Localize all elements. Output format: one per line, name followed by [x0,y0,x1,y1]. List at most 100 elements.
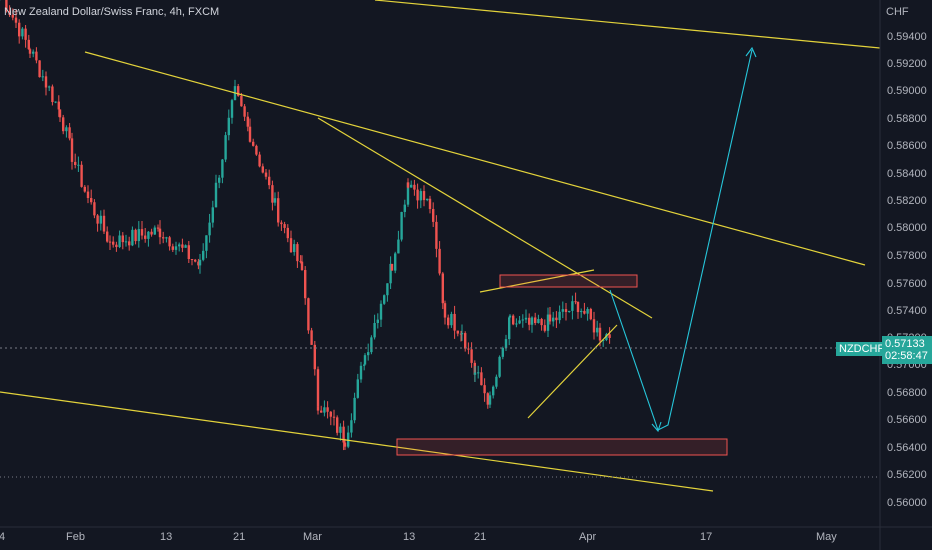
candle-body [574,301,577,303]
candle-body [564,309,568,312]
candle-body [477,372,480,374]
resistance-zone [499,274,638,288]
candle-body [397,239,400,254]
candle-body [44,76,48,88]
candle-body [359,365,363,380]
candle-body [363,355,367,365]
candle-body [602,339,605,341]
candle-body [150,231,153,235]
time-tick-label: May [816,531,837,543]
candle-body [211,207,214,223]
upper-channel-line [374,0,881,49]
candle-body [347,432,350,447]
currency-label: CHF [886,6,909,18]
candle-body [140,229,144,236]
time-tick-label: 17 [700,531,713,543]
candle-body [168,237,171,247]
candle-body [413,184,416,190]
candle-body [528,317,531,325]
candle-body [512,315,515,325]
time-tick-label: 13 [160,531,173,543]
candle-body [313,344,316,370]
candle-body [592,319,596,333]
candle-body [443,303,447,318]
candle-body [486,393,489,405]
candle-body [162,237,165,239]
candle-body [320,410,323,413]
candle-body [546,314,550,331]
candle-body [530,317,534,325]
candle-body [400,211,403,240]
candle-body [214,182,218,208]
candle-body [28,49,32,54]
candle-body [480,372,483,386]
candle-body [389,263,392,284]
candle-body [68,127,71,139]
last-price-badge: 0.57133 02:58:47 [882,336,932,364]
candle-body [83,186,86,192]
candlestick-series [0,0,611,451]
candle-body [524,317,528,320]
candle-body [373,322,376,338]
candle-body [356,379,359,398]
candle-body [379,303,383,320]
price-tick-label: 0.58000 [887,222,927,234]
candle-body [118,235,121,248]
candle-body [74,161,77,165]
price-tick-label: 0.56800 [887,387,927,399]
candle-body [598,327,602,341]
price-tick-label: 0.58800 [887,113,927,125]
candle-body [221,159,224,178]
candle-body [406,182,410,205]
trendlines [0,0,881,492]
candle-body [184,245,187,248]
candle-body [410,184,413,188]
candle-body [543,325,546,331]
candle-body [316,369,320,407]
candle-body [307,298,310,331]
candle-body [252,141,255,146]
candle-body [498,356,501,377]
candle-body [194,259,197,262]
candle-body [589,308,592,320]
candle-body [264,172,268,177]
candle-body [438,248,441,274]
candle-body [102,215,106,232]
candle-body [435,221,438,249]
time-tick-label: 21 [233,531,246,543]
candle-body [14,17,18,23]
candle-body [240,95,243,107]
candle-body [293,244,296,253]
candle-body [561,309,564,312]
candle-body [432,208,435,222]
candle-body [108,241,112,243]
candle-body [224,135,227,160]
candle-body [286,227,289,239]
candle-body [57,101,60,110]
candle-body [158,228,162,238]
descending-trendline-1 [84,51,866,266]
candle-body [121,235,124,243]
candle-body [171,246,174,250]
candle-body [521,319,524,321]
time-tick-label: Apr [579,531,597,543]
candle-body [5,0,8,11]
triangle-upper-line [479,269,595,293]
candle-body [426,198,429,201]
candle-body [80,164,83,187]
candle-body [96,215,99,224]
candle-body [181,244,184,248]
candle-body [428,198,432,209]
last-price: 0.57133 [885,338,925,350]
time-tick-label: 13 [403,531,416,543]
candle-body [86,191,90,199]
candle-body [70,138,74,162]
candle-body [106,231,109,242]
candle-body [134,229,137,242]
candle-body [416,189,419,201]
candle-body [464,333,467,349]
price-tick-label: 0.59200 [887,58,927,70]
candle-body [403,204,406,212]
candle-body [473,372,477,375]
